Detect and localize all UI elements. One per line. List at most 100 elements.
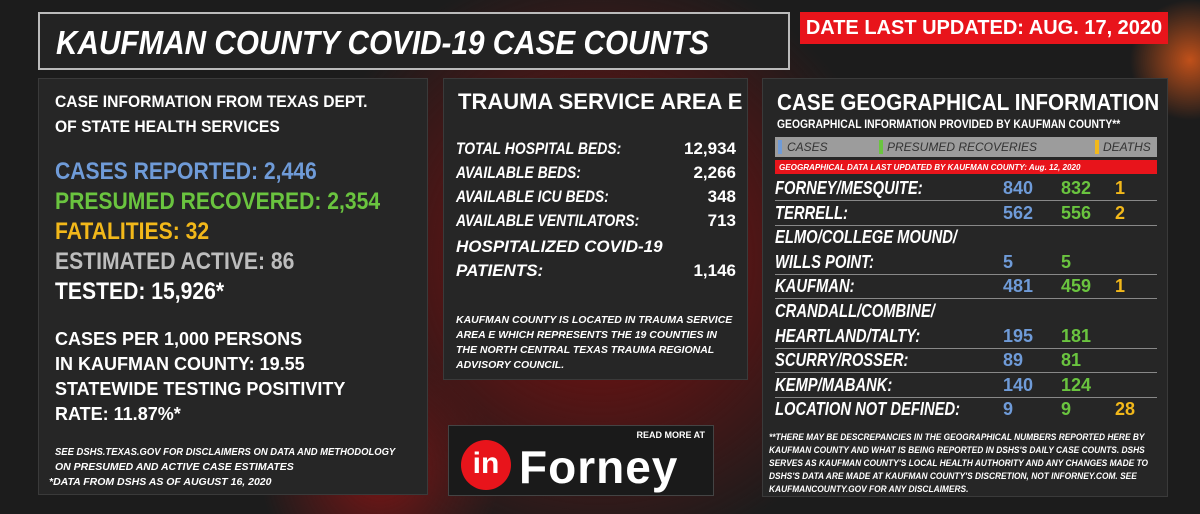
deaths-value: 1 bbox=[1115, 178, 1126, 198]
geo-note: DSHS'S DATA ARE MADE AT KAUFMAN COUNTY'S… bbox=[769, 471, 1137, 482]
panel-heading: CASE INFORMATION FROM TEXAS DEPT. OF STAT… bbox=[55, 89, 395, 139]
geo-row: CRANDALL/COMBINE/ bbox=[775, 299, 1157, 324]
trauma-value: 713 bbox=[707, 211, 736, 230]
heading-line: OF STATE HEALTH SERVICES bbox=[55, 117, 280, 136]
geo-updated-text: GEOGRAPHICAL DATA LAST UPDATED BY KAUFMA… bbox=[779, 162, 1081, 172]
trauma-label: AVAILABLE VENTILATORS: bbox=[456, 211, 640, 230]
recovered-value: 124 bbox=[1061, 374, 1092, 395]
geo-row: KEMP/MABANK: 140 124 bbox=[775, 373, 1157, 398]
trauma-value: 2,266 bbox=[693, 163, 736, 182]
deaths-value: 28 bbox=[1115, 399, 1136, 420]
cases-per-1000: IN KAUFMAN COUNTY: 19.55 bbox=[55, 354, 305, 374]
cases-value: 89 bbox=[1003, 350, 1024, 371]
geo-row: FORNEY/MESQUITE: 840 832 1 bbox=[775, 176, 1157, 201]
positivity-rate: RATE: 11.87%* bbox=[55, 404, 181, 424]
cases-value: 195 bbox=[1003, 325, 1034, 346]
geo-row: TERRELL: 562 556 2 bbox=[775, 201, 1157, 226]
geo-row: ELMO/COLLEGE MOUND/ bbox=[775, 225, 1157, 250]
trauma-label: TOTAL HOSPITAL BEDS: bbox=[456, 139, 622, 158]
location-label: HEARTLAND/TALTY: bbox=[775, 325, 921, 346]
trauma-row: AVAILABLE VENTILATORS: 713 bbox=[456, 209, 736, 233]
cases-value: 140 bbox=[1003, 374, 1034, 395]
presumed-recovered: PRESUMED RECOVERED: 2,354 bbox=[55, 188, 381, 215]
legend-deaths: DEATHS bbox=[1103, 140, 1151, 154]
location-label: FORNEY/MESQUITE: bbox=[775, 178, 923, 198]
recovered-value: 81 bbox=[1061, 350, 1082, 371]
trauma-title: TRAUMA SERVICE AREA E bbox=[458, 89, 743, 114]
trauma-note: KAUFMAN COUNTY IS LOCATED IN TRAUMA SERV… bbox=[456, 314, 733, 326]
trauma-row: AVAILABLE BEDS: 2,266 bbox=[456, 161, 736, 185]
disclaimer-note: ON PRESUMED AND ACTIVE CASE ESTIMATES bbox=[55, 461, 294, 473]
trauma-note: ADVISORY COUNCIL. bbox=[456, 359, 565, 371]
deaths-value: 2 bbox=[1115, 202, 1126, 223]
recovered-value: 5 bbox=[1061, 251, 1072, 272]
legend: CASES PRESUMED RECOVERIES DEATHS bbox=[775, 137, 1157, 157]
geo-note: SERVES AS KAUFMAN COUNTY'S LOCAL HEALTH … bbox=[769, 458, 1148, 469]
geo-row: KAUFMAN: 481 459 1 bbox=[775, 274, 1157, 300]
cases-value: 840 bbox=[1003, 178, 1034, 198]
geo-updated-banner: GEOGRAPHICAL DATA LAST UPDATED BY KAUFMA… bbox=[775, 160, 1157, 174]
hospitalized-label: HOSPITALIZED COVID-19 bbox=[456, 237, 663, 256]
logo-in-badge: in bbox=[461, 440, 511, 490]
geo-row: HEARTLAND/TALTY: 195 181 bbox=[775, 324, 1157, 349]
trauma-value: 348 bbox=[707, 187, 736, 206]
geo-note: **THERE MAY BE DESCREPANCIES IN THE GEOG… bbox=[769, 432, 1145, 443]
data-date-note: *DATA FROM DSHS AS OF AUGUST 16, 2020 bbox=[49, 476, 272, 488]
disclaimer-note: SEE DSHS.TEXAS.GOV FOR DISCLAIMERS ON DA… bbox=[55, 446, 396, 458]
page-title: KAUFMAN COUNTY COVID-19 CASE COUNTS bbox=[56, 24, 709, 61]
cases-value: 481 bbox=[1003, 276, 1034, 297]
page-title-box: KAUFMAN COUNTY COVID-19 CASE COUNTS bbox=[38, 12, 790, 70]
trauma-label: AVAILABLE BEDS: bbox=[456, 163, 581, 182]
date-updated-badge: DATE LAST UPDATED: AUG. 17, 2020 bbox=[800, 12, 1168, 44]
geo-row: LOCATION NOT DEFINED: 9 9 28 bbox=[775, 397, 1157, 422]
location-label: KAUFMAN: bbox=[775, 276, 855, 297]
deaths-swatch bbox=[1095, 140, 1099, 154]
geo-subtitle: GEOGRAPHICAL INFORMATION PROVIDED BY KAU… bbox=[777, 119, 1121, 131]
trauma-note: AREA E WHICH REPRESENTS THE 19 COUNTIES … bbox=[456, 329, 717, 341]
legend-cases: CASES bbox=[787, 140, 828, 154]
heading-line: CASE INFORMATION FROM TEXAS DEPT. bbox=[55, 92, 368, 111]
trauma-label: AVAILABLE ICU BEDS: bbox=[456, 187, 609, 206]
legend-recoveries: PRESUMED RECOVERIES bbox=[887, 140, 1038, 154]
deaths-value: 1 bbox=[1115, 276, 1126, 297]
geo-row: SCURRY/ROSSER: 89 81 bbox=[775, 348, 1157, 374]
location-label: LOCATION NOT DEFINED: bbox=[775, 399, 961, 420]
geographic-panel: CASE GEOGRAPHICAL INFORMATION GEOGRAPHIC… bbox=[762, 78, 1168, 497]
inforney-logo-link[interactable]: READ MORE AT in Forney bbox=[448, 425, 714, 496]
cases-value: 5 bbox=[1003, 251, 1014, 272]
trauma-value: 12,934 bbox=[684, 139, 736, 158]
estimated-active: ESTIMATED ACTIVE: 86 bbox=[55, 248, 295, 275]
recoveries-swatch bbox=[879, 140, 883, 154]
recovered-value: 832 bbox=[1061, 178, 1092, 198]
geo-row: WILLS POINT: 5 5 bbox=[775, 250, 1157, 275]
location-label: KEMP/MABANK: bbox=[775, 374, 893, 395]
trauma-area-panel: TRAUMA SERVICE AREA E TOTAL HOSPITAL BED… bbox=[443, 78, 748, 380]
recovered-value: 181 bbox=[1061, 325, 1092, 346]
location-label: ELMO/COLLEGE MOUND/ bbox=[775, 227, 958, 248]
recovered-value: 459 bbox=[1061, 276, 1092, 297]
geo-note: KAUFMANCOUNTY.GOV FOR ANY DISCLAIMERS. bbox=[769, 484, 969, 495]
location-label: SCURRY/ROSSER: bbox=[775, 350, 909, 371]
trauma-note: THE NORTH CENTRAL TEXAS TRAUMA REGIONAL bbox=[456, 344, 715, 356]
hospitalized-value: 1,146 bbox=[693, 261, 736, 280]
cases-reported: CASES REPORTED: 2,446 bbox=[55, 158, 317, 185]
positivity-rate: STATEWIDE TESTING POSITIVITY bbox=[55, 379, 346, 399]
geo-note: KAUFMAN COUNTY AND WHAT IS BEING REPORTE… bbox=[769, 445, 1145, 456]
fatalities: FATALITIES: 32 bbox=[55, 218, 210, 245]
tested: TESTED: 15,926* bbox=[55, 278, 225, 305]
location-label: WILLS POINT: bbox=[775, 251, 874, 272]
cases-value: 9 bbox=[1003, 399, 1014, 420]
read-more-label: READ MORE AT bbox=[636, 430, 706, 440]
trauma-row: AVAILABLE ICU BEDS: 348 bbox=[456, 185, 736, 209]
location-label: TERRELL: bbox=[775, 202, 848, 223]
logo-brand: Forney bbox=[519, 441, 679, 493]
geo-title: CASE GEOGRAPHICAL INFORMATION bbox=[777, 89, 1160, 115]
hospitalized-label: PATIENTS: bbox=[456, 261, 544, 280]
trauma-row: TOTAL HOSPITAL BEDS: 12,934 bbox=[456, 137, 736, 161]
cases-per-1000: CASES PER 1,000 PERSONS bbox=[55, 329, 303, 349]
cases-value: 562 bbox=[1003, 202, 1034, 223]
state-case-panel: CASE INFORMATION FROM TEXAS DEPT. OF STAT… bbox=[38, 78, 428, 495]
cases-swatch bbox=[778, 140, 782, 154]
recovered-value: 9 bbox=[1061, 399, 1072, 420]
location-label: CRANDALL/COMBINE/ bbox=[775, 301, 935, 321]
